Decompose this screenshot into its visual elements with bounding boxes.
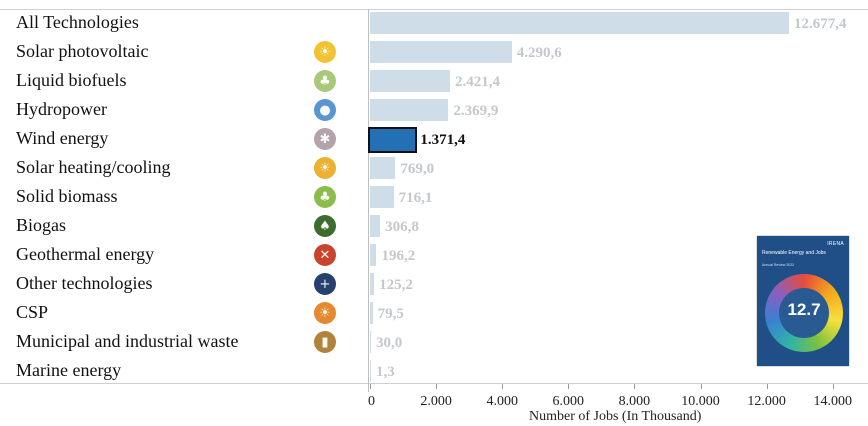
category-label: Marine energy bbox=[16, 360, 122, 380]
value-label: 306,8 bbox=[385, 219, 419, 235]
report-brand: IRENA bbox=[827, 241, 844, 247]
x-tick-mark bbox=[568, 384, 570, 389]
csp-sun-icon: ☀ bbox=[314, 302, 336, 324]
bar[interactable] bbox=[370, 302, 373, 324]
bar[interactable] bbox=[368, 127, 418, 153]
bottom-border bbox=[0, 383, 868, 384]
category-label: Solar photovoltaic bbox=[16, 41, 149, 61]
bar[interactable] bbox=[370, 244, 377, 266]
category-label: All Technologies bbox=[16, 12, 139, 32]
x-tick-mark bbox=[370, 384, 371, 389]
value-label: 30,0 bbox=[376, 335, 403, 351]
bar[interactable] bbox=[370, 41, 512, 63]
bar[interactable] bbox=[370, 157, 396, 179]
x-tick-label: 4.000 bbox=[486, 394, 518, 409]
x-tick-label: 8.000 bbox=[618, 394, 651, 409]
value-label: 12.677,4 bbox=[794, 16, 847, 32]
report-ring-center bbox=[779, 288, 829, 338]
category-label: Solar heating/cooling bbox=[16, 157, 171, 177]
other-tech-icon: + bbox=[314, 273, 336, 295]
bar[interactable] bbox=[370, 273, 375, 295]
category-label: Solid biomass bbox=[16, 186, 118, 206]
category-label: Wind energy bbox=[16, 128, 109, 148]
top-border bbox=[0, 9, 868, 10]
category-label: Liquid biofuels bbox=[16, 70, 127, 90]
biogas-leaf-icon: ♠ bbox=[314, 215, 336, 237]
y-axis-line bbox=[368, 9, 369, 392]
report-title: Renewable Energy and Jobs bbox=[762, 250, 826, 256]
bar[interactable] bbox=[370, 215, 381, 237]
bar[interactable] bbox=[370, 70, 451, 92]
category-label: CSP bbox=[16, 302, 49, 322]
x-axis-title: Number of Jobs (In Thousand) bbox=[529, 409, 702, 424]
category-label: Geothermal energy bbox=[16, 244, 155, 264]
waste-bin-icon: ▮ bbox=[314, 331, 336, 353]
x-tick-mark bbox=[700, 384, 702, 389]
bar[interactable] bbox=[370, 12, 789, 34]
report-big-number: 12.7 bbox=[787, 300, 821, 319]
x-tick-mark bbox=[766, 384, 768, 389]
value-label: 769,0 bbox=[400, 161, 435, 177]
category-label: Other technologies bbox=[16, 273, 153, 293]
x-tick-label: 10.000 bbox=[681, 394, 720, 409]
x-tick-label: 14.000 bbox=[813, 394, 852, 409]
bar[interactable] bbox=[370, 360, 371, 382]
value-label: 1,3 bbox=[376, 364, 395, 380]
value-label: 716,1 bbox=[398, 190, 433, 206]
x-tick-mark bbox=[436, 384, 438, 389]
x-tick-label: 2.000 bbox=[420, 394, 452, 409]
leaf-icon: ♣ bbox=[314, 186, 336, 208]
x-tick-label: 12.000 bbox=[747, 394, 786, 409]
geothermal-icon: ✕ bbox=[314, 244, 336, 266]
bar[interactable] bbox=[370, 331, 371, 353]
bar[interactable] bbox=[370, 186, 394, 208]
water-drop-icon: ● bbox=[314, 99, 336, 121]
x-tick-mark bbox=[832, 384, 834, 389]
sun-heat-icon: ☀ bbox=[314, 157, 336, 179]
leaf-drop-icon: ♣ bbox=[314, 70, 336, 92]
value-label: 2.421,4 bbox=[455, 74, 501, 90]
report-subtitle: Annual Review 2022 bbox=[762, 263, 795, 267]
x-tick-label: 6.000 bbox=[552, 394, 585, 409]
sun-icon: ☀ bbox=[314, 41, 336, 63]
value-label: 2.369,9 bbox=[453, 103, 499, 119]
category-label: Municipal and industrial waste bbox=[16, 331, 239, 351]
value-label: 125,2 bbox=[379, 277, 413, 293]
bar[interactable] bbox=[370, 99, 449, 121]
x-tick-mark bbox=[502, 384, 504, 389]
x-tick-mark bbox=[634, 384, 636, 389]
category-label: Biogas bbox=[16, 215, 67, 235]
report-cover-image: IRENA Renewable Energy and Jobs Annual R… bbox=[757, 236, 849, 366]
value-label: 196,2 bbox=[381, 248, 416, 264]
value-label: 4.290,6 bbox=[516, 45, 562, 61]
value-label: 79,5 bbox=[377, 306, 404, 322]
value-label: 1.371,4 bbox=[420, 132, 466, 148]
wind-turbine-icon: ✱ bbox=[314, 128, 336, 150]
category-label: Hydropower bbox=[16, 99, 107, 119]
x-tick-label: 0 bbox=[368, 394, 375, 409]
